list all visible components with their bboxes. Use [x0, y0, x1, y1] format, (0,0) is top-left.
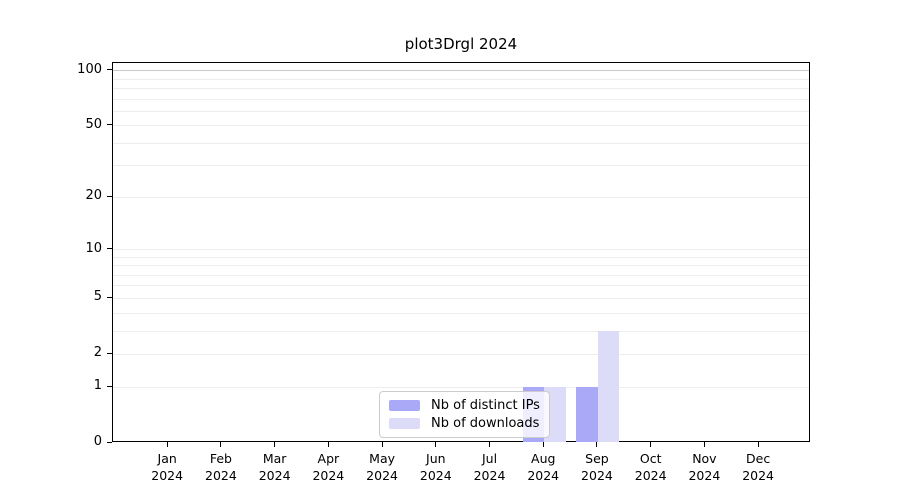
y-gridline	[113, 165, 809, 167]
x-axis-tick	[435, 442, 437, 447]
x-tick-month: Feb	[209, 451, 232, 466]
y-gridline	[113, 274, 809, 276]
x-tick-label: Dec 2024	[728, 450, 788, 484]
x-tick-year: 2024	[742, 468, 775, 483]
x-tick-year: 2024	[473, 468, 506, 483]
x-axis-tick	[274, 442, 276, 447]
y-axis-tick	[107, 441, 112, 443]
legend-label: Nb of distinct IPs	[431, 398, 540, 413]
x-tick-label: Jun 2024	[406, 450, 466, 484]
x-axis-tick	[596, 442, 598, 447]
x-tick-year: 2024	[581, 468, 613, 483]
legend-item: Nb of downloads	[389, 416, 540, 431]
x-tick-year: 2024	[258, 468, 291, 483]
y-tick-label: 10	[85, 240, 102, 256]
y-tick-label: 20	[85, 188, 102, 204]
y-gridline	[113, 256, 809, 258]
y-gridline	[113, 110, 809, 112]
x-axis-tick	[166, 442, 168, 447]
y-gridline	[113, 249, 809, 251]
y-gridline	[113, 70, 809, 72]
y-tick-label: 50	[85, 116, 102, 132]
y-axis-tick	[107, 124, 112, 126]
y-tick-label: 100	[77, 61, 102, 77]
x-tick-year: 2024	[688, 468, 721, 483]
x-axis-tick	[703, 442, 705, 447]
x-tick-year: 2024	[634, 468, 667, 483]
y-axis-tick	[107, 352, 112, 354]
x-tick-year: 2024	[312, 468, 345, 483]
y-gridline	[113, 98, 809, 100]
legend-label: Nb of downloads	[431, 416, 540, 431]
y-gridline	[113, 386, 809, 388]
x-tick-month: Aug	[531, 451, 556, 466]
x-tick-label: May 2024	[352, 450, 412, 484]
legend-item: Nb of distinct IPs	[389, 398, 540, 413]
x-tick-label: Feb 2024	[191, 450, 251, 484]
y-gridline	[113, 312, 809, 314]
x-tick-month: Jul	[481, 451, 498, 466]
y-axis-tick	[107, 248, 112, 250]
legend-swatch-distinct-ips	[389, 400, 420, 411]
y-axis-tick	[107, 385, 112, 387]
x-tick-label: Apr 2024	[298, 450, 358, 484]
y-gridline	[113, 142, 809, 144]
y-tick-label: 1	[93, 378, 102, 394]
x-tick-label: Oct 2024	[621, 450, 681, 484]
y-axis-tick	[107, 69, 112, 71]
x-tick-year: 2024	[527, 468, 560, 483]
y-axis-tick	[107, 296, 112, 298]
legend-swatch-downloads	[389, 418, 420, 429]
chart-title: plot3Drgl 2024	[404, 35, 518, 53]
x-tick-label: Jan 2024	[137, 450, 197, 484]
x-tick-label: Nov 2024	[674, 450, 734, 484]
x-axis-tick	[542, 442, 544, 447]
x-tick-month: Sep	[585, 451, 609, 466]
y-gridline	[113, 285, 809, 287]
x-tick-month: Dec	[746, 451, 771, 466]
y-axis-tick	[107, 195, 112, 197]
x-axis-tick	[381, 442, 383, 447]
x-tick-label: Aug 2024	[513, 450, 573, 484]
y-gridline	[113, 353, 809, 355]
x-tick-label: Jul 2024	[460, 450, 520, 484]
x-tick-year: 2024	[205, 468, 237, 483]
bar-downloads	[597, 331, 620, 442]
y-tick-label: 0	[93, 434, 102, 449]
y-gridline	[113, 330, 809, 332]
x-tick-month: Nov	[692, 451, 717, 466]
x-tick-month: May	[369, 451, 395, 466]
y-gridline	[113, 297, 809, 299]
y-gridline	[113, 87, 809, 89]
x-axis-tick	[650, 442, 652, 447]
x-tick-year: 2024	[151, 468, 184, 483]
x-tick-month: Oct	[639, 451, 662, 466]
plot-area: Nb of distinct IPs Nb of downloads	[112, 62, 810, 442]
x-tick-label: Sep 2024	[567, 450, 627, 484]
x-tick-year: 2024	[366, 468, 398, 483]
bar-distinct-ips	[576, 387, 598, 442]
x-tick-month: Jan	[157, 451, 177, 466]
x-tick-month: Mar	[262, 451, 287, 466]
y-tick-label: 2	[93, 345, 102, 361]
y-gridline	[113, 196, 809, 198]
y-tick-label: 5	[93, 289, 102, 305]
x-tick-month: Jun	[426, 451, 446, 466]
x-tick-month: Apr	[317, 451, 340, 466]
legend: Nb of distinct IPs Nb of downloads	[379, 391, 550, 438]
x-tick-label: Mar 2024	[245, 450, 305, 484]
x-axis-tick	[220, 442, 222, 447]
y-gridline	[113, 125, 809, 127]
x-axis-tick	[757, 442, 759, 447]
y-gridline	[113, 265, 809, 267]
x-axis-tick	[327, 442, 329, 447]
x-tick-year: 2024	[419, 468, 452, 483]
x-axis-tick	[489, 442, 491, 447]
y-gridline	[113, 78, 809, 80]
